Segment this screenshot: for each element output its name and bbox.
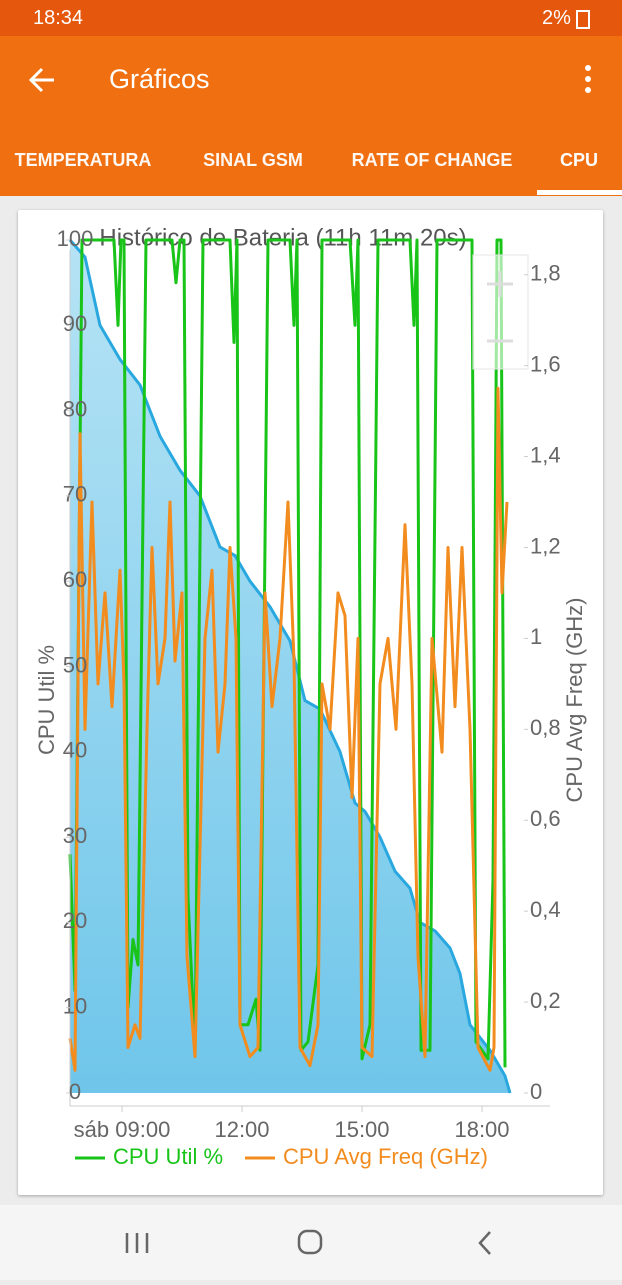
- y2-tick-label: 1: [530, 624, 542, 649]
- legend-label: CPU Avg Freq (GHz): [283, 1144, 488, 1169]
- tab[interactable]: TEMPERATURA: [14, 150, 152, 170]
- tab-indicator: [537, 190, 622, 195]
- tab[interactable]: RATE OF CHANGE: [351, 150, 513, 170]
- y2-tick-label: 1,8: [530, 261, 561, 286]
- y2-tick-label: 0,4: [530, 897, 561, 922]
- y2-tick-label: 0,8: [530, 715, 561, 740]
- y-tick-label: 70: [63, 482, 87, 507]
- y-axis-title: CPU Util %: [34, 645, 59, 755]
- y-tick-label: 30: [63, 823, 87, 848]
- menu-button[interactable]: [582, 64, 594, 94]
- y-tick-label: 10: [63, 994, 87, 1019]
- y2-tick-label: 0: [530, 1079, 542, 1104]
- home[interactable]: [297, 1229, 323, 1255]
- y-tick-label: 60: [63, 567, 87, 592]
- series-line: [68, 386, 509, 1072]
- y-tick-label: 0: [69, 1079, 81, 1104]
- chart-title: Histórico de Bateria (11h 11m 20s): [99, 224, 466, 251]
- x-tick-label: sáb 09:00: [74, 1117, 171, 1142]
- app-bar: Gráficos TEMPERATURA SINAL GSM RATE OF CHA…: [0, 36, 622, 196]
- back-button[interactable]: [28, 66, 56, 94]
- y2-axis-title: CPU Avg Freq (GHz): [562, 598, 587, 803]
- tab[interactable]: SINAL GSM: [203, 150, 303, 170]
- battery-percent: 2%: [542, 7, 571, 29]
- y2-tick-label: 0,6: [530, 806, 561, 831]
- y-tick-label: 50: [63, 652, 87, 677]
- y-tick-label: 20: [63, 908, 87, 933]
- status-bar: 18:34 2%: [0, 0, 622, 36]
- y-tick-label: 80: [63, 396, 87, 421]
- battery-area: [70, 240, 510, 1093]
- clock: 18:34: [33, 7, 84, 29]
- x-tick-label: 15:00: [334, 1117, 389, 1142]
- nav-buttons: [125, 1229, 491, 1255]
- y-tick-label: 90: [63, 311, 87, 336]
- battery-icon: [576, 10, 590, 29]
- zoom-in[interactable]: [487, 271, 513, 297]
- y2-tick-label: 0,2: [530, 988, 561, 1013]
- x-tick-label: 12:00: [214, 1117, 269, 1142]
- y-tick-label: 100: [57, 226, 94, 251]
- y2-tick-label: 1,4: [530, 442, 561, 467]
- back[interactable]: [478, 1231, 491, 1255]
- y2-tick-label: 1,2: [530, 533, 561, 558]
- app-title: Gráficos: [109, 64, 210, 94]
- y-tick-label: 40: [63, 738, 87, 763]
- tab[interactable]: CPU: [559, 150, 599, 170]
- nav-bar: [0, 1205, 622, 1280]
- chart: Histórico de Bateria (11h 11m 20s) CPU U…: [34, 224, 587, 1169]
- y2-tick-label: 1,6: [530, 351, 561, 376]
- x-tick-label: 18:00: [454, 1117, 509, 1142]
- legend-label: CPU Util %: [113, 1144, 223, 1169]
- recent-apps[interactable]: [125, 1233, 149, 1253]
